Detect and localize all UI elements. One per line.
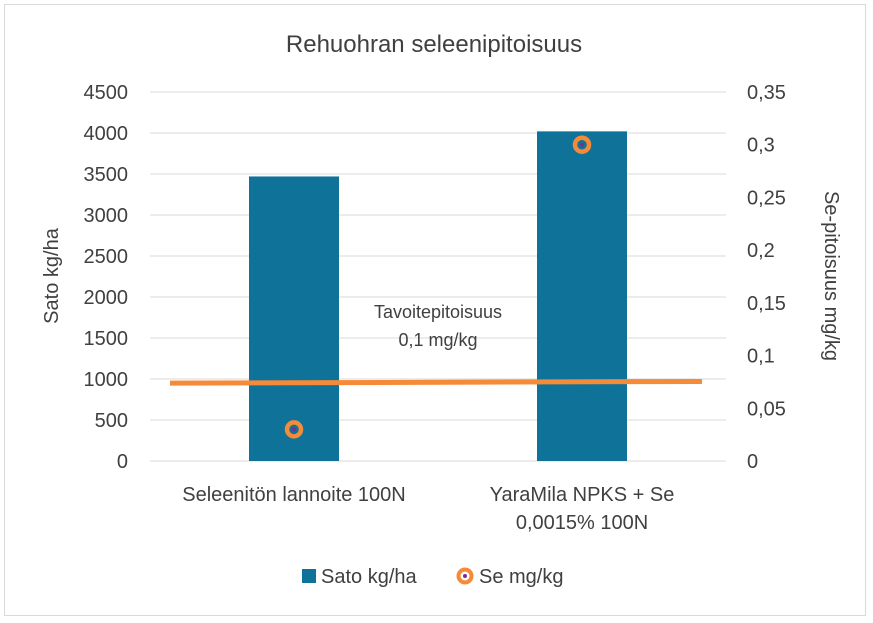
y2-axis-label: Se-pitoisuus mg/kg [820,191,842,361]
target-line-group: Tavoitepitoisuus 0,1 mg/kg [169,302,703,386]
x-tick-label: 0,0015% 100N [516,512,648,534]
y-axis-label: Sato kg/ha [41,227,63,324]
bar [537,131,627,462]
y2-tick-label: 0 [747,451,758,473]
x-tick-label: Seleenitön lannoite 100N [182,484,406,506]
x-axis-labels: Seleenitön lannoite 100N YaraMila NPKS + … [182,484,674,534]
y-tick-label: 4500 [84,82,129,104]
legend-point-center [463,574,467,578]
target-line-label: Tavoitepitoisuus [374,302,502,322]
scatter-point-center [292,427,296,432]
y2-tick-label: 0,2 [747,240,775,262]
y-tick-label: 0 [117,451,128,473]
target-line [169,378,703,386]
y-tick-label: 3500 [84,164,129,186]
y2-tick-label: 0,3 [747,135,775,157]
scatter-series [284,135,592,439]
x-tick-label: YaraMila NPKS + Se [490,484,675,506]
legend-label: Sato kg/ha [321,566,418,588]
y2-axis-ticks: 0 0,05 0,1 0,15 0,2 0,25 0,3 0,35 [747,82,786,473]
bar-series [249,131,627,462]
gridlines [150,91,726,462]
y2-tick-label: 0,05 [747,398,786,420]
y-tick-label: 1000 [84,369,129,391]
scatter-point [284,420,304,439]
chart-frame [4,4,866,616]
legend-bar-swatch [302,569,316,583]
legend: Sato kg/ha Se mg/kg [302,566,563,588]
chart-title: Rehuohran seleenipitoisuus [286,31,582,58]
y-tick-label: 1500 [84,328,129,350]
y2-tick-label: 0,35 [747,82,786,104]
scatter-point [572,135,592,154]
y-tick-label: 4000 [84,123,129,145]
y-tick-label: 500 [95,410,128,432]
scatter-point-center [580,142,584,147]
legend-point-swatch [456,567,474,585]
legend-label: Se mg/kg [479,566,563,588]
target-line-label: 0,1 mg/kg [398,330,477,350]
y-tick-label: 3000 [84,205,129,227]
y-axis-ticks: 0 500 1000 1500 2000 2500 3000 3500 4000 4500 [84,82,129,473]
y2-tick-label: 0,25 [747,187,786,209]
y2-tick-label: 0,1 [747,346,775,368]
y2-tick-label: 0,15 [747,293,786,315]
y-tick-label: 2500 [84,246,129,268]
y-tick-label: 2000 [84,287,129,309]
bar [249,176,339,461]
